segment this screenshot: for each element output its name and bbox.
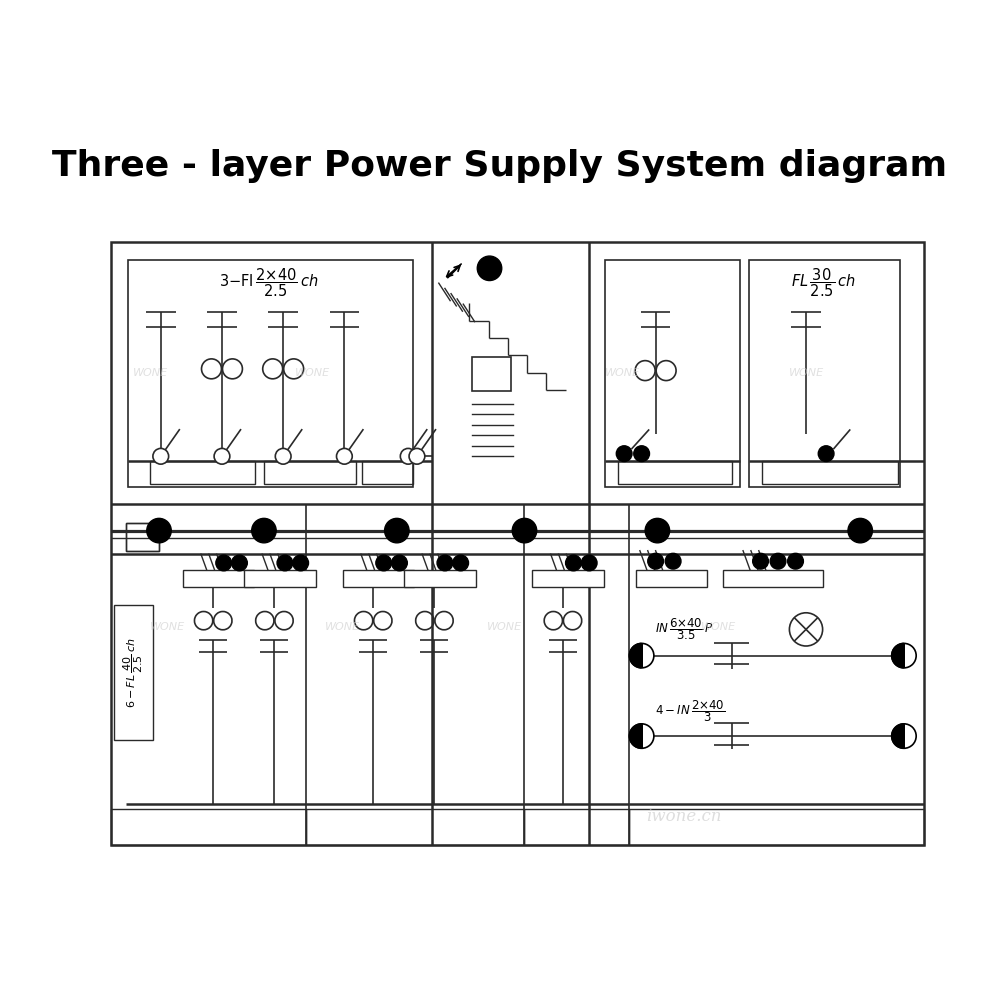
Circle shape [437,555,453,571]
Circle shape [753,553,768,569]
Bar [723,570,823,587]
Text: $6-FL\,\dfrac{40}{2.5}\,ch$: $6-FL\,\dfrac{40}{2.5}\,ch$ [121,638,145,708]
Text: WONE: WONE [788,368,824,378]
Bar [362,461,413,484]
Bar [605,260,740,487]
Circle shape [665,553,681,569]
Circle shape [277,555,293,571]
Bar [264,461,356,484]
Circle shape [400,448,416,464]
Text: iwone.cn: iwone.cn [646,808,721,825]
Bar [128,260,413,487]
Circle shape [214,448,230,464]
Bar [111,242,924,845]
Circle shape [153,448,169,464]
Bar [126,523,159,551]
Bar [629,809,924,845]
Polygon shape [892,643,904,668]
Circle shape [566,555,581,571]
Bar [762,461,898,484]
Polygon shape [892,724,904,748]
Circle shape [376,555,392,571]
Text: $4-IN\,\dfrac{2{\times}40}{3}$: $4-IN\,\dfrac{2{\times}40}{3}$ [655,699,725,724]
Bar [306,809,524,845]
Circle shape [648,553,663,569]
Circle shape [616,446,632,462]
Polygon shape [629,724,642,748]
Circle shape [789,613,823,646]
Text: $3\mathrm{-FI}\,\dfrac{2{\times}40}{2.5}\,ch$: $3\mathrm{-FI}\,\dfrac{2{\times}40}{2.5}… [219,267,318,299]
Bar [524,809,629,845]
Circle shape [232,555,247,571]
Circle shape [409,448,425,464]
Bar [749,260,900,487]
Bar [244,570,316,587]
Text: WONE: WONE [294,368,330,378]
Text: $IN\,\dfrac{6{\times}40}{3.5}\,P$: $IN\,\dfrac{6{\times}40}{3.5}\,P$ [655,617,714,642]
Text: WONE: WONE [325,622,360,632]
Circle shape [453,555,469,571]
Circle shape [634,446,650,462]
Bar [150,461,255,484]
Circle shape [788,553,803,569]
Circle shape [848,518,872,543]
Circle shape [252,518,276,543]
Bar [404,570,476,587]
Text: $FL\,\dfrac{30}{2.5}\,ch$: $FL\,\dfrac{30}{2.5}\,ch$ [791,267,856,299]
Circle shape [477,256,502,281]
Circle shape [512,518,537,543]
Circle shape [216,555,232,571]
Circle shape [337,448,352,464]
Bar [111,809,306,845]
Bar [532,570,604,587]
Bar [114,605,153,740]
Text: WONE: WONE [701,622,736,632]
Polygon shape [629,643,642,668]
Circle shape [581,555,597,571]
Bar [126,523,159,551]
Bar [636,570,707,587]
Circle shape [392,555,407,571]
Text: WONE: WONE [150,622,185,632]
Bar [183,570,254,587]
Bar [618,461,732,484]
Circle shape [293,555,309,571]
Circle shape [275,448,291,464]
Text: WONE: WONE [605,368,640,378]
Text: Three - layer Power Supply System diagram: Three - layer Power Supply System diagra… [52,149,948,183]
Circle shape [645,518,670,543]
Circle shape [147,518,171,543]
Bar [472,357,511,391]
Circle shape [385,518,409,543]
Text: WONE: WONE [133,368,168,378]
Circle shape [770,553,786,569]
Circle shape [818,446,834,462]
Text: WONE: WONE [487,622,522,632]
Bar [343,570,414,587]
